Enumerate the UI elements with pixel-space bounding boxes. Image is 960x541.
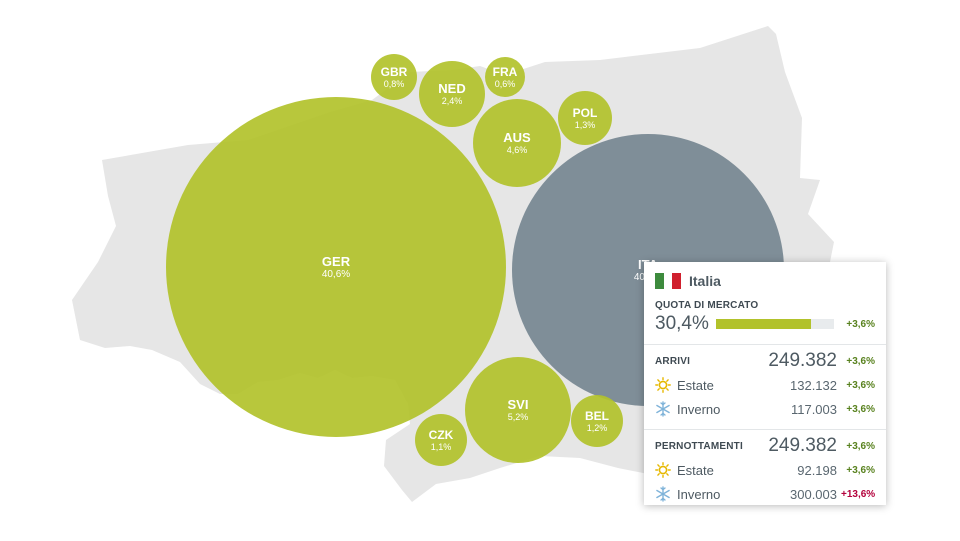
market-share-change: +3,6%	[846, 318, 876, 330]
bubble-code-ger: GER	[322, 254, 351, 269]
bubble-czk[interactable]	[415, 414, 467, 466]
bubble-code-gbr: GBR	[381, 65, 408, 79]
bubble-share-ned: 2,4%	[442, 96, 463, 106]
flag-stripe-red	[672, 273, 682, 289]
tooltip-country-name: Italia	[689, 273, 721, 289]
sun-icon	[655, 462, 671, 478]
arrivals-summer-label: Estate	[677, 377, 714, 393]
sun-icon	[655, 377, 671, 393]
arrivals-summer-value: 132.132	[790, 377, 837, 393]
bubble-gbr[interactable]	[371, 54, 417, 100]
snowflake-icon	[656, 486, 670, 502]
overnights-winter-change: +13,6%	[841, 488, 876, 500]
bubble-share-bel: 1,2%	[587, 423, 608, 433]
bubble-share-fra: 0,6%	[495, 79, 516, 89]
arrivals-summer-change: +3,6%	[846, 379, 875, 391]
snowflake-icon	[656, 401, 670, 417]
bubble-code-fra: FRA	[493, 65, 518, 79]
market-share-row: 30,4% +3,6%	[655, 312, 875, 336]
arrivals-winter-label: Inverno	[677, 401, 721, 417]
bubble-svi[interactable]	[465, 357, 571, 463]
overnights-label: PERNOTTAMENTI	[655, 440, 743, 452]
bubble-ger[interactable]	[166, 97, 506, 437]
overnights-total-change: +3,6%	[846, 440, 875, 452]
overnights-summer-row: Estate 92.198 +3,6%	[655, 458, 875, 482]
arrivals-summer-row: Estate 132.132 +3,6%	[655, 373, 875, 397]
overnights-winter-value: 300.003	[790, 486, 837, 502]
tooltip-divider	[644, 429, 886, 430]
arrivals-total-row: ARRIVI 249.382 +3,6%	[655, 349, 875, 373]
bubble-share-svi: 5,2%	[508, 412, 529, 422]
tooltip-header: Italia	[655, 270, 875, 292]
bubble-code-bel: BEL	[585, 409, 609, 423]
bubble-aus[interactable]	[473, 99, 561, 187]
arrivals-total-change: +3,6%	[846, 355, 875, 367]
bubble-ned[interactable]	[419, 61, 485, 127]
bubble-share-czk: 1,1%	[431, 442, 452, 452]
overnights-summer-change: +3,6%	[846, 464, 875, 476]
bubble-code-aus: AUS	[503, 130, 531, 145]
arrivals-winter-row: Inverno 117.003 +3,6%	[655, 397, 875, 421]
bubble-pol[interactable]	[558, 91, 612, 145]
bubble-share-gbr: 0,8%	[384, 79, 405, 89]
flag-stripe-green	[655, 273, 664, 289]
market-share-bar	[715, 319, 834, 329]
bubble-code-svi: SVI	[508, 397, 529, 412]
bubble-share-ger: 40,6%	[322, 269, 350, 280]
bubble-fra[interactable]	[485, 57, 525, 97]
market-share-value: 30,4%	[655, 313, 709, 334]
arrivals-winter-change: +3,6%	[846, 403, 875, 415]
bubble-bel[interactable]	[571, 395, 623, 447]
arrivals-total-value: 249.382	[768, 350, 837, 371]
overnights-summer-value: 92.198	[797, 462, 837, 478]
arrivals-label: ARRIVI	[655, 355, 691, 367]
tooltip-divider	[644, 344, 886, 345]
overnights-winter-label: Inverno	[677, 486, 721, 502]
overnights-total-row: PERNOTTAMENTI 249.382 +3,6%	[655, 434, 875, 458]
bubble-code-pol: POL	[573, 106, 598, 120]
bubble-code-ned: NED	[438, 81, 465, 96]
flag-stripe-white	[663, 273, 673, 289]
bubble-share-aus: 4,6%	[507, 145, 528, 155]
overnights-winter-row: Inverno 300.003 +13,6%	[655, 482, 875, 506]
italy-flag-icon	[655, 273, 682, 289]
market-share-label: QUOTA DI MERCATO	[655, 300, 759, 311]
bubble-share-pol: 1,3%	[575, 120, 596, 130]
arrivals-winter-value: 117.003	[790, 401, 837, 417]
country-tooltip: Italia QUOTA DI MERCATO 30,4% +3,6% ARRI…	[644, 262, 886, 505]
overnights-total-value: 249.382	[768, 435, 837, 456]
market-share-bar-fill	[715, 319, 811, 329]
bubble-code-czk: CZK	[429, 428, 454, 442]
overnights-summer-label: Estate	[677, 462, 714, 478]
